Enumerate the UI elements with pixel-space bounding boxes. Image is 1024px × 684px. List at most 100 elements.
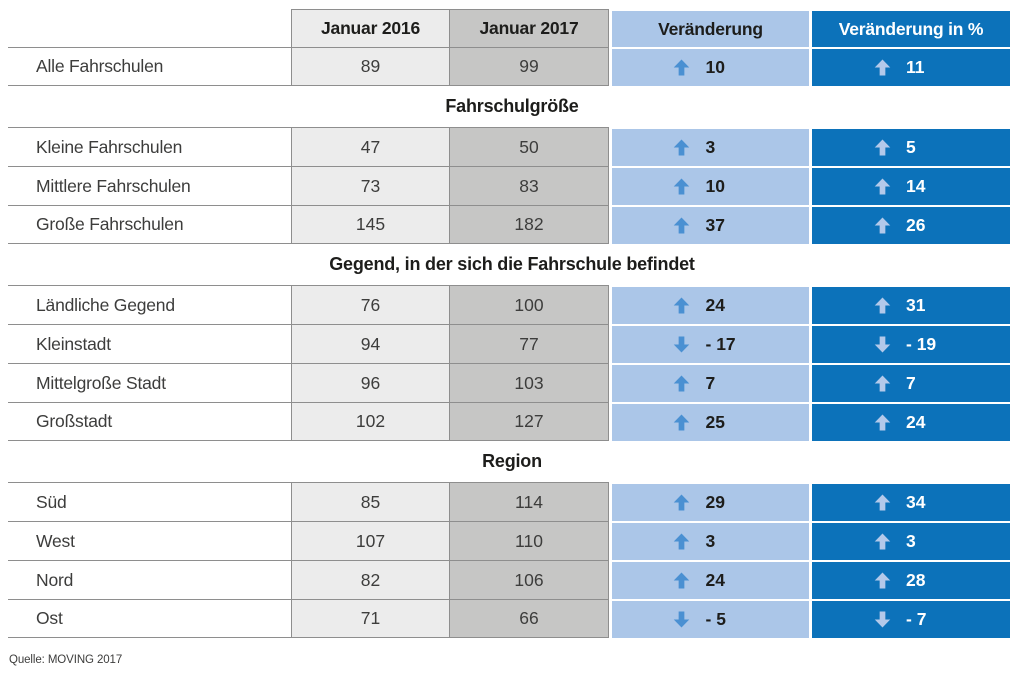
trend-arrow-icon: [672, 139, 692, 157]
value-jan-2017: 103: [450, 363, 609, 402]
change-pct-cell: 34: [809, 482, 1010, 521]
statistics-table: Januar 2016 Januar 2017 Veränderung Verä…: [8, 9, 1016, 638]
change-value: - 17: [705, 334, 736, 354]
trend-arrow-icon: [672, 217, 692, 235]
table-row: Großstadt 102 127 25 24: [8, 402, 1016, 441]
change-pct-cell: 26: [809, 205, 1010, 244]
change-pct-value: 7: [906, 373, 916, 393]
table-row: Nord 82 106 24 28: [8, 560, 1016, 599]
row-label: Nord: [8, 560, 291, 599]
value-jan-2016: 76: [291, 285, 450, 324]
change-cell: 7: [609, 363, 809, 402]
change-pct-cell: 28: [809, 560, 1010, 599]
value-jan-2016: 94: [291, 324, 450, 363]
value-jan-2016: 73: [291, 166, 450, 205]
change-pct-cell: 5: [809, 127, 1010, 166]
value-jan-2017: 110: [450, 521, 609, 560]
table-row: Kleine Fahrschulen 47 50 3 5: [8, 127, 1016, 166]
column-header-jan-2016: Januar 2016: [291, 9, 450, 47]
trend-arrow-icon: [872, 533, 892, 551]
value-jan-2017: 182: [450, 205, 609, 244]
trend-arrow-icon: [672, 533, 692, 551]
change-pct-value: 24: [906, 412, 926, 432]
column-header-change-pct: Veränderung in %: [809, 9, 1010, 47]
value-jan-2017: 50: [450, 127, 609, 166]
change-pct-value: 34: [906, 492, 926, 512]
source-note: Quelle: MOVING 2017: [9, 654, 123, 666]
table-row: Kleinstadt 94 77 - 17 - 19: [8, 324, 1016, 363]
trend-arrow-icon: [672, 414, 692, 432]
value-jan-2017: 83: [450, 166, 609, 205]
change-value: 24: [705, 295, 725, 315]
change-value: 29: [705, 492, 725, 512]
trend-arrow-icon: [872, 297, 892, 315]
change-cell: 3: [609, 521, 809, 560]
change-value: 3: [705, 137, 716, 157]
change-pct-value: 14: [906, 176, 926, 196]
change-pct-cell: 24: [809, 402, 1010, 441]
trend-arrow-icon: [672, 59, 692, 77]
trend-arrow-icon: [872, 572, 892, 590]
change-pct-cell: 3: [809, 521, 1010, 560]
section-title: Gegend, in der sich die Fahrschule befin…: [329, 254, 695, 274]
change-cell: - 5: [609, 599, 809, 638]
table-row: West 107 110 3 3: [8, 521, 1016, 560]
row-label: Große Fahrschulen: [8, 205, 291, 244]
value-jan-2017: 100: [450, 285, 609, 324]
value-jan-2017: 99: [450, 47, 609, 86]
change-pct-cell: 7: [809, 363, 1010, 402]
trend-arrow-icon: [672, 494, 692, 512]
section-header-row: Region: [8, 441, 1016, 482]
column-header-change: Veränderung: [609, 9, 809, 47]
value-jan-2016: 96: [291, 363, 450, 402]
change-pct-value: 31: [906, 295, 926, 315]
change-cell: 10: [609, 166, 809, 205]
value-jan-2016: 71: [291, 599, 450, 638]
value-jan-2016: 85: [291, 482, 450, 521]
row-label: Ländliche Gegend: [8, 285, 291, 324]
row-label: Kleinstadt: [8, 324, 291, 363]
row-label: Alle Fahrschulen: [8, 47, 291, 86]
value-jan-2017: 77: [450, 324, 609, 363]
row-label: Kleine Fahrschulen: [8, 127, 291, 166]
row-label: Ost: [8, 599, 291, 638]
table-row: Große Fahrschulen 145 182 37 26: [8, 205, 1016, 244]
section-header-row: Gegend, in der sich die Fahrschule befin…: [8, 244, 1016, 285]
change-cell: 10: [609, 47, 809, 86]
change-pct-cell: 14: [809, 166, 1010, 205]
change-cell: 29: [609, 482, 809, 521]
change-value: 3: [705, 531, 716, 551]
table-row: Alle Fahrschulen 89 99 10 11: [8, 47, 1016, 86]
trend-arrow-icon: [872, 336, 892, 354]
value-jan-2016: 107: [291, 521, 450, 560]
change-value: 37: [705, 215, 725, 235]
change-cell: 25: [609, 402, 809, 441]
change-pct-value: - 19: [906, 334, 937, 354]
row-label: Großstadt: [8, 402, 291, 441]
change-value: - 5: [705, 609, 726, 629]
change-value: 10: [705, 176, 725, 196]
section-header-row: Fahrschulgröße: [8, 86, 1016, 127]
row-label: West: [8, 521, 291, 560]
change-pct-cell: 11: [809, 47, 1010, 86]
change-pct-value: - 7: [906, 609, 927, 629]
table-row: Ländliche Gegend 76 100 24 31: [8, 285, 1016, 324]
trend-arrow-icon: [872, 494, 892, 512]
change-pct-value: 26: [906, 215, 926, 235]
row-label: Mittelgroße Stadt: [8, 363, 291, 402]
section-title: Region: [482, 451, 542, 471]
change-pct-value: 11: [906, 57, 925, 77]
change-pct-cell: - 19: [809, 324, 1010, 363]
change-cell: 37: [609, 205, 809, 244]
change-pct-value: 3: [906, 531, 916, 551]
trend-arrow-icon: [672, 297, 692, 315]
change-pct-value: 5: [906, 137, 916, 157]
table-row: Mittelgroße Stadt 96 103 7 7: [8, 363, 1016, 402]
value-jan-2016: 145: [291, 205, 450, 244]
value-jan-2016: 102: [291, 402, 450, 441]
trend-arrow-icon: [872, 611, 892, 629]
change-pct-cell: 31: [809, 285, 1010, 324]
table-row: Süd 85 114 29 34: [8, 482, 1016, 521]
trend-arrow-icon: [672, 572, 692, 590]
change-pct-value: 28: [906, 570, 926, 590]
